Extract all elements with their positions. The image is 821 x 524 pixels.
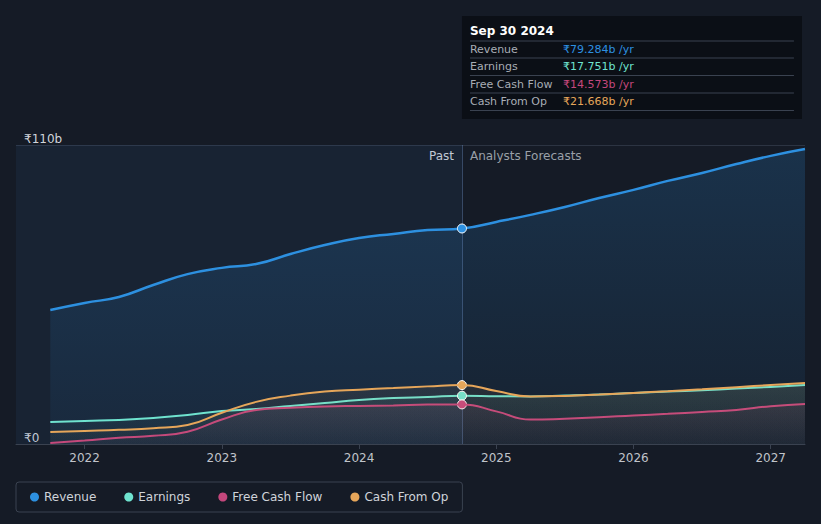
svg-text:Earnings: Earnings [138,490,190,504]
svg-text:2026: 2026 [618,451,649,465]
svg-text:Free Cash Flow: Free Cash Flow [470,78,553,91]
svg-text:Earnings: Earnings [470,60,518,73]
svg-text:2027: 2027 [755,451,786,465]
svg-text:₹14.573b /yr: ₹14.573b /yr [563,78,634,91]
svg-text:Revenue: Revenue [470,43,518,56]
svg-text:Revenue: Revenue [44,490,96,504]
svg-text:2025: 2025 [481,451,512,465]
svg-text:Cash From Op: Cash From Op [470,95,547,108]
svg-text:Cash From Op: Cash From Op [364,490,448,504]
svg-text:2023: 2023 [207,451,238,465]
svg-text:₹21.668b /yr: ₹21.668b /yr [563,95,634,108]
svg-text:Sep 30 2024: Sep 30 2024 [470,24,554,38]
svg-text:₹17.751b /yr: ₹17.751b /yr [563,60,634,73]
svg-text:₹110b: ₹110b [24,132,62,146]
svg-text:₹79.284b /yr: ₹79.284b /yr [563,43,634,56]
svg-text:Free Cash Flow: Free Cash Flow [232,490,322,504]
svg-text:Analysts Forecasts: Analysts Forecasts [470,149,582,163]
svg-text:2024: 2024 [344,451,375,465]
svg-text:2022: 2022 [69,451,100,465]
